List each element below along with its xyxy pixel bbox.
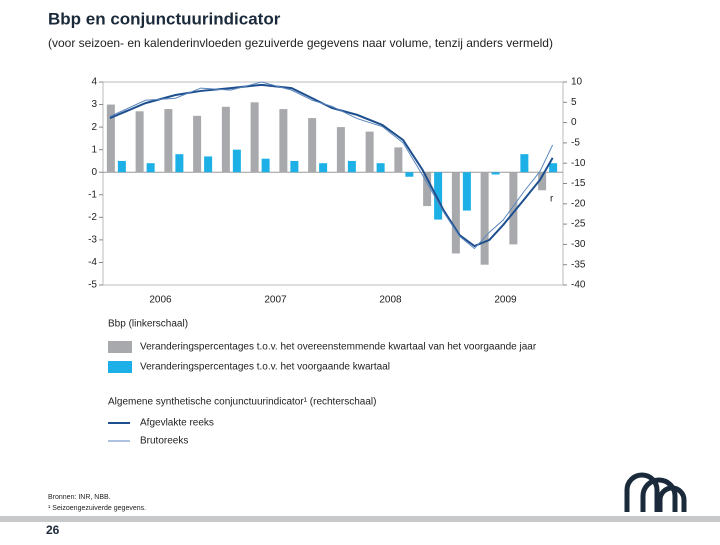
bar	[376, 163, 385, 173]
bar	[405, 172, 414, 177]
legend-group: Algemene synthetische conjunctuurindicat…	[108, 397, 376, 408]
bar	[221, 106, 230, 173]
y-tick-label: 3	[91, 99, 97, 110]
y-tick-label: 1	[91, 144, 97, 155]
bar	[175, 154, 184, 173]
y-tick-label: -5	[88, 280, 97, 291]
footnote: ¹ Seizoengezuiverde gegevens.	[48, 505, 146, 512]
y2-tick-label: 0	[571, 117, 577, 128]
bar	[308, 118, 317, 173]
legend-group: Bbp (linkerschaal)	[108, 319, 188, 330]
bar	[261, 158, 270, 173]
bar	[480, 172, 489, 265]
bar	[193, 115, 202, 173]
bar	[164, 109, 173, 173]
bar	[347, 160, 356, 173]
logo	[624, 472, 687, 512]
y2-tick-label: -5	[571, 138, 580, 149]
bar	[394, 147, 403, 173]
bar	[146, 163, 155, 173]
x-tick-label: 2008	[379, 295, 402, 306]
y2-tick-label: 5	[571, 97, 577, 108]
subtitle: (voor seizoen- en kalenderinvloeden gezu…	[48, 36, 553, 50]
bar	[106, 104, 115, 173]
y-tick-label: 2	[91, 122, 97, 133]
y2-tick-label: -35	[571, 259, 586, 270]
y2-tick-label: -30	[571, 239, 586, 250]
bar	[232, 149, 241, 173]
y-tick-label: -4	[88, 257, 97, 268]
bar	[538, 172, 547, 191]
line	[109, 83, 554, 248]
bar	[423, 172, 432, 207]
bar	[319, 163, 328, 173]
bar	[451, 172, 460, 254]
bar	[135, 111, 144, 173]
y2-tick-label: 10	[571, 77, 583, 88]
y2-tick-label: -10	[571, 158, 586, 169]
bar	[365, 131, 374, 173]
legend-label: Afgevlakte reeks	[140, 418, 214, 429]
bar	[250, 102, 259, 173]
bar	[117, 160, 126, 173]
legend-label: Veranderingspercentages t.o.v. het overe…	[140, 342, 537, 353]
line	[109, 81, 554, 250]
y-tick-label: -2	[88, 212, 97, 223]
y-tick-label: 0	[91, 167, 97, 178]
footer-bar	[0, 516, 720, 522]
page-number: 26	[46, 523, 60, 537]
slide-title: Bbp en conjunctuurindicator	[48, 9, 281, 28]
x-tick-label: 2007	[264, 295, 287, 306]
y2-tick-label: -15	[571, 178, 586, 189]
bar	[336, 127, 345, 173]
bar	[279, 109, 288, 173]
bar	[462, 172, 471, 211]
y-tick-label: -3	[88, 235, 97, 246]
bar	[491, 172, 500, 175]
bar	[290, 160, 299, 173]
bar	[509, 172, 518, 245]
bar	[520, 154, 529, 173]
y-tick-label: 4	[91, 77, 97, 88]
y2-tick-label: -40	[571, 280, 586, 291]
bar	[549, 163, 558, 173]
y2-tick-label: -25	[571, 219, 586, 230]
sources: Bronnen: INR, NBB.	[48, 494, 111, 501]
x-tick-label: 2006	[149, 295, 172, 306]
bar	[434, 172, 443, 220]
bar	[204, 156, 213, 173]
x-tick-label: 2009	[494, 295, 517, 306]
y-tick-label: -1	[88, 189, 97, 200]
legend-swatch	[108, 361, 132, 373]
annotation: r	[550, 194, 554, 205]
legend-swatch	[108, 341, 132, 353]
legend-label: Brutoreeks	[140, 436, 188, 447]
legend-label: Veranderingspercentages t.o.v. het voorg…	[140, 362, 390, 373]
y2-tick-label: -20	[571, 198, 586, 209]
